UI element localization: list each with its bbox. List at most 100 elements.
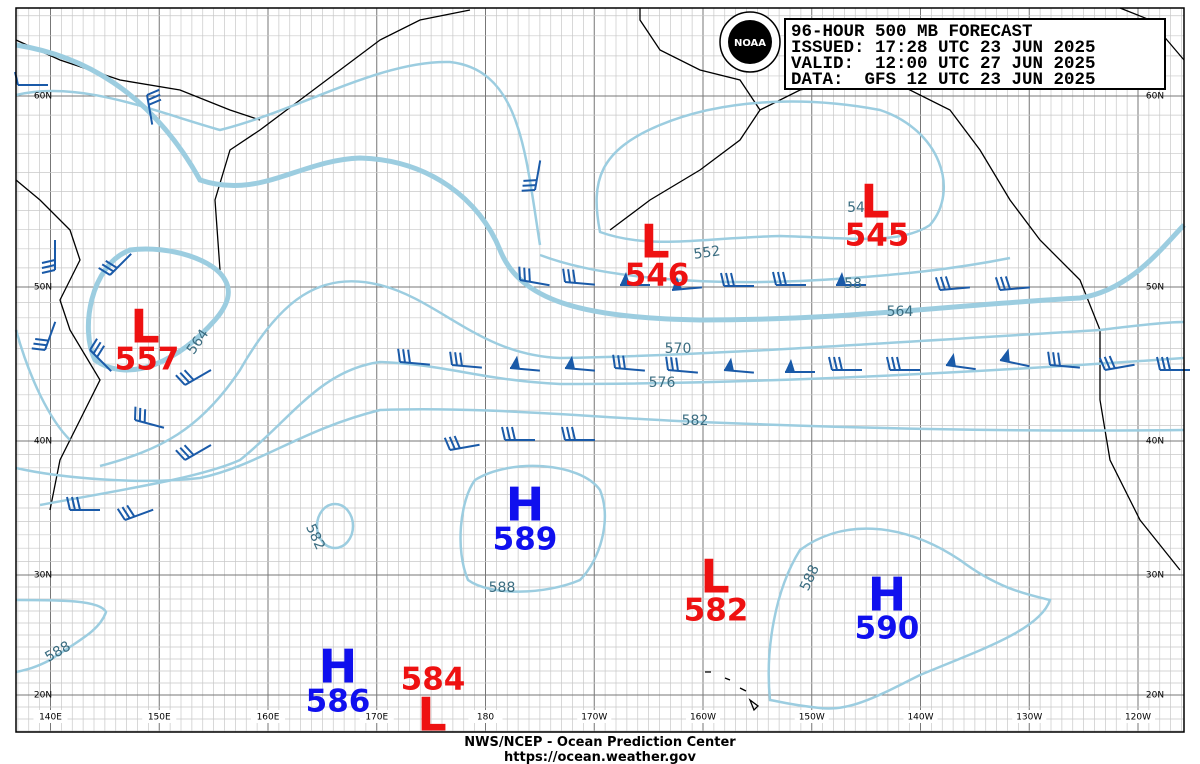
barb-tick — [891, 356, 896, 371]
lon-label-box — [359, 710, 394, 723]
center-type: L — [860, 175, 889, 229]
lon-label-box — [251, 710, 285, 723]
contour-564-loop — [86, 246, 231, 373]
barb-tick — [999, 276, 1006, 290]
lon-label: 150W — [799, 713, 825, 723]
wind-barb — [1098, 355, 1135, 371]
barb-tick — [448, 436, 456, 450]
wind-barb — [41, 240, 56, 274]
wind-barb — [665, 356, 698, 374]
lon-label-box — [903, 710, 938, 723]
center-value: 545 — [845, 218, 910, 254]
lon-label-box — [142, 710, 177, 723]
footer-line: NWS/NCEP - Ocean Prediction Center — [464, 735, 736, 750]
barb-tick — [1103, 356, 1111, 370]
lat-label: 60N — [34, 92, 52, 102]
barb-tick — [76, 496, 81, 511]
wind-barb — [31, 321, 57, 351]
barb-shaft — [109, 253, 132, 276]
centers: L 557 L 546 L 545 H 589 L 582 H 590 H 58… — [115, 175, 920, 742]
contour-576 — [14, 329, 1185, 507]
center-value: 589 — [493, 522, 558, 558]
barb-shaft — [399, 361, 430, 366]
barb-tick — [407, 349, 411, 364]
barb-tick — [92, 341, 102, 355]
barb-tick — [994, 277, 1001, 291]
wind-barb — [98, 253, 132, 276]
barb-tick — [612, 354, 616, 369]
barb-tick — [183, 369, 195, 381]
wind-barb — [999, 348, 1030, 368]
lon-label: 170W — [581, 713, 607, 723]
lon-label-box — [33, 710, 68, 723]
lon-label: 180 — [477, 713, 494, 723]
contour-588-west — [15, 598, 108, 674]
barb-tick — [1047, 351, 1051, 366]
lon-label-box — [686, 710, 720, 723]
contour-588-east — [767, 527, 1052, 710]
barb-tick — [121, 506, 131, 519]
lon-label-box — [794, 710, 829, 723]
barb-tick — [138, 407, 142, 422]
barb-tick — [126, 504, 136, 518]
header-line: VALID: 12:00 UTC 27 JUN 2025 — [791, 54, 1096, 74]
barb-flag — [620, 272, 630, 285]
lon-label: 150E — [148, 713, 171, 723]
barb-tick — [838, 356, 843, 371]
lat-label: 50N — [1146, 283, 1164, 293]
wind-barb — [1047, 351, 1080, 369]
barb-tick — [566, 426, 571, 441]
center-value: 546 — [625, 258, 690, 294]
lon-label: 120W — [1125, 713, 1151, 723]
wind-barb — [836, 272, 866, 286]
barb-flag — [836, 272, 846, 285]
wind-barb — [501, 426, 535, 441]
logo-disc — [728, 20, 772, 64]
barb-tick — [459, 352, 463, 367]
barb-tick — [175, 449, 186, 461]
wind-barb — [945, 352, 976, 371]
barb-tick — [449, 351, 453, 366]
barb-tick — [528, 268, 531, 282]
lat-label: 30N — [34, 571, 52, 581]
barb-tick — [33, 342, 47, 347]
barb-tick — [179, 372, 191, 384]
barb-tick — [89, 338, 98, 351]
lon-label: 170E — [365, 713, 388, 723]
barb-tick — [934, 277, 941, 291]
lat-label: 30N — [1146, 571, 1164, 581]
barb-tick — [511, 426, 516, 441]
barb-tick — [670, 357, 674, 371]
contour-label: 582 — [682, 413, 709, 429]
wind-barb — [671, 276, 702, 291]
wind-barbs — [14, 71, 1190, 521]
barb-tick — [886, 356, 891, 371]
contour-label: 58 — [844, 276, 862, 292]
barb-flag — [672, 276, 682, 290]
barb-tick — [730, 272, 735, 287]
barb-tick — [101, 263, 115, 273]
barb-tick — [567, 269, 571, 283]
barb-tick — [397, 348, 401, 363]
wind-barb — [785, 359, 815, 373]
barb-flag — [1000, 348, 1010, 363]
barb-tick — [665, 356, 669, 371]
center-type: L — [700, 550, 729, 604]
barb-tick — [1108, 355, 1116, 369]
lat-label: 60N — [1146, 92, 1164, 102]
barb-tick — [562, 268, 566, 283]
lon-labels: 140E 150E 160E 170E 180 170W 160W 150W 140W 130W 1… — [33, 710, 1155, 723]
wind-barb — [772, 271, 806, 286]
lon-label: 140W — [907, 713, 933, 723]
wind-barb — [828, 356, 862, 371]
lat-label: 50N — [34, 283, 52, 293]
barb-tick — [828, 356, 833, 371]
barb-tick — [66, 496, 71, 511]
barb-tick — [944, 276, 951, 290]
barb-tick — [506, 426, 511, 441]
lat-label: 20N — [34, 691, 52, 701]
barb-tick — [518, 266, 521, 281]
wind-barb — [443, 435, 480, 451]
